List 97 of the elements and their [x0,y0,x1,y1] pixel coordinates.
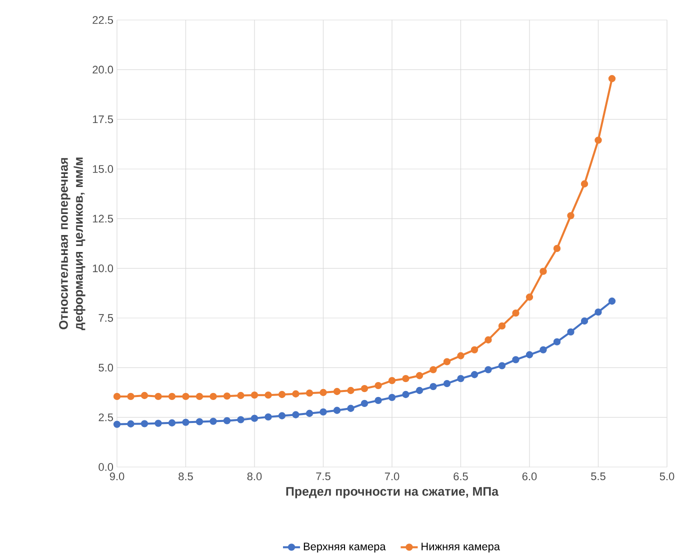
point [416,372,424,380]
point [484,336,492,344]
point [553,338,561,346]
point [608,75,616,82]
point [113,420,121,428]
point [594,136,602,144]
point [320,408,327,416]
point [457,375,464,382]
point [154,392,162,400]
point [498,322,506,330]
x-tick-label: 7.5 [316,472,330,480]
point [113,392,121,400]
y-tick-label: 22.5 [92,16,113,24]
point [402,375,410,382]
point [292,390,300,398]
point [580,180,588,188]
point [540,268,547,275]
point [127,392,134,400]
point [512,356,520,364]
point [292,411,300,418]
x-tick-label: 9.0 [110,472,124,480]
point [210,418,217,425]
y-tick-label: 0.0 [98,463,114,471]
point [278,390,286,398]
y-tick-label: 5.0 [98,364,114,372]
x-tick-label: 5.5 [591,472,606,480]
point [182,418,190,426]
x-axis-title: Предел прочности на сжатие, МПа [286,487,499,498]
point [306,410,314,417]
point [250,414,258,422]
point [430,382,437,390]
point [127,420,134,428]
point [567,328,574,336]
point [333,406,341,414]
point [608,298,616,305]
point [374,396,382,404]
point [168,392,176,400]
point [154,420,162,427]
point [457,352,464,360]
y-tick-label: 12.5 [92,214,113,223]
legend-label: Нижняя камера [422,542,500,553]
point [140,420,148,428]
point [264,413,272,421]
point [306,390,314,397]
point [526,294,534,301]
y-tick-label: 20.0 [92,66,114,74]
point [168,419,176,426]
x-tick-label: 6.5 [454,472,468,480]
y-axis-title: Относительная поперечная деформация целиков, мм/м [59,158,86,330]
point [237,416,244,424]
x-tick-label: 8.0 [247,472,262,480]
y-tick-label: 7.5 [98,314,114,322]
point [526,351,534,358]
point [210,392,217,400]
point [237,392,244,400]
y-tick-label: 17.5 [92,116,113,124]
point [443,380,451,388]
point [347,386,354,394]
point [512,309,520,317]
y-tick-label: 10.0 [92,264,114,272]
point [470,346,478,354]
point [223,417,231,424]
point [360,400,368,408]
point [470,371,478,378]
point [553,244,561,252]
point [347,404,354,412]
point [416,386,424,394]
point [223,392,231,400]
point [250,391,258,399]
y-tick-label: 15.0 [92,165,114,173]
x-tick-label: 8.5 [178,472,193,480]
point [374,382,382,390]
x-tick-label: 5.0 [660,472,674,480]
point [333,388,341,396]
point [388,394,396,402]
point [264,391,272,399]
x-tick-label: 6.0 [522,472,537,480]
point [430,366,437,374]
y-tick-label: 2.5 [98,413,114,422]
point [196,392,204,400]
point [320,388,327,396]
point [443,358,451,366]
point [567,212,574,220]
point [278,412,286,420]
legend-label: Верхняя камера [304,542,386,553]
x-tick-label: 7.0 [384,472,400,480]
point [182,392,190,400]
point [580,317,588,325]
point [540,346,547,354]
point [402,390,410,398]
point [484,366,492,374]
point [498,362,506,370]
point [388,376,396,384]
point [140,392,148,400]
point [594,308,602,316]
point [360,384,368,392]
point [196,418,204,426]
